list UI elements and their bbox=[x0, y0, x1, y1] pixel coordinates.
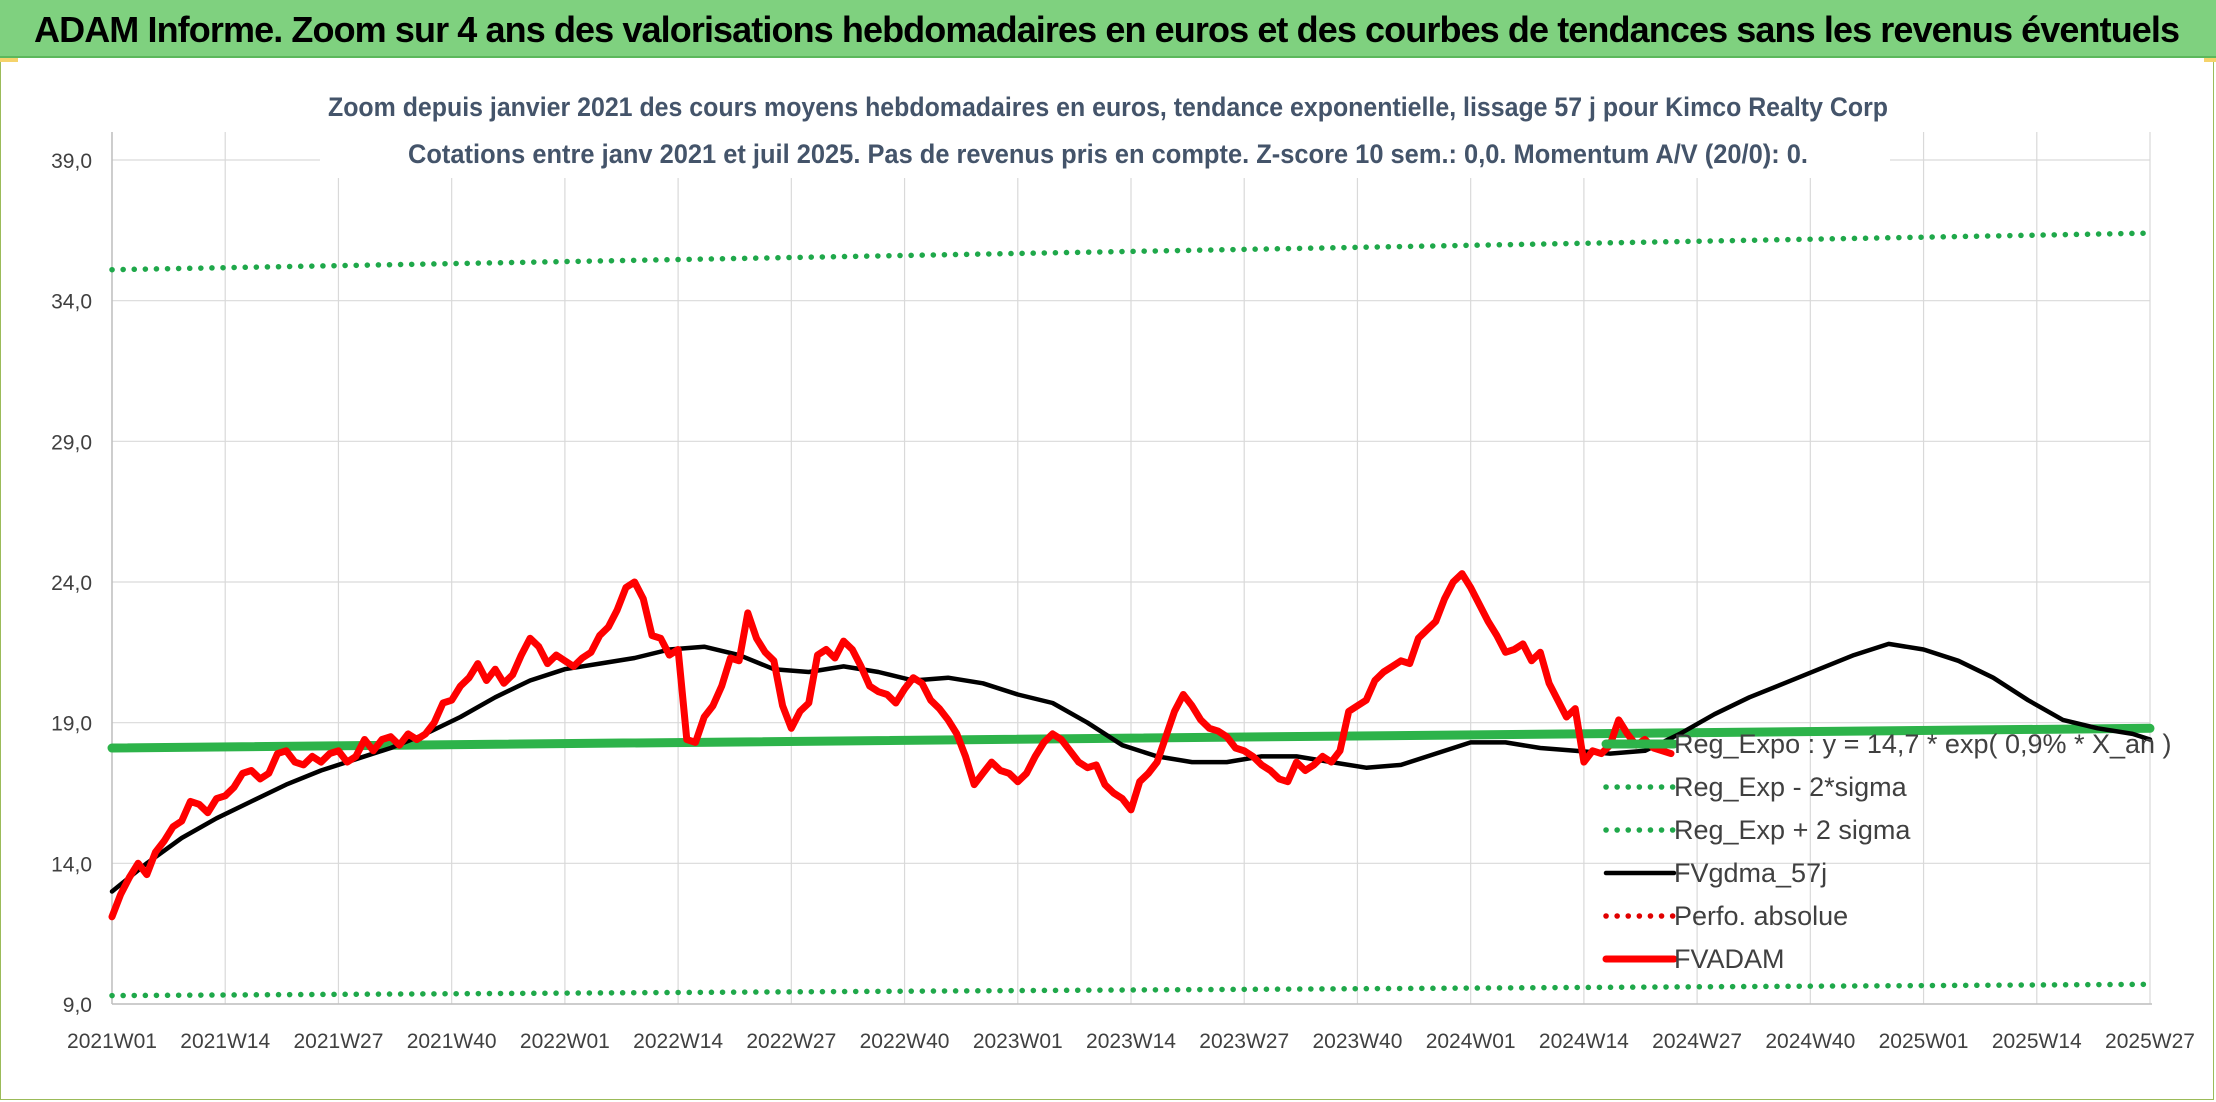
legend-entry-fvadam: FVADAM bbox=[1602, 944, 1785, 974]
x-tick-label: 2021W40 bbox=[407, 1030, 497, 1053]
fvgdma-57j-line bbox=[109, 641, 2153, 894]
banner-accent-right bbox=[2204, 58, 2216, 62]
chart-title-line1: Zoom depuis janvier 2021 des cours moyen… bbox=[328, 92, 1888, 122]
x-tick-label: 2023W40 bbox=[1312, 1030, 1402, 1053]
x-tick-label: 2023W14 bbox=[1086, 1030, 1176, 1053]
x-tick-label: 2023W27 bbox=[1199, 1030, 1289, 1053]
x-tick-label: 2025W14 bbox=[1992, 1030, 2082, 1053]
plot-area bbox=[111, 132, 2152, 1005]
legend: Reg_Expo : y = 14,7 * exp( 0,9% * X_an )… bbox=[1601, 729, 2172, 974]
gridlines bbox=[111, 132, 2151, 1005]
x-tick-label: 2024W01 bbox=[1426, 1030, 1516, 1053]
x-tick-label: 2024W27 bbox=[1652, 1030, 1742, 1053]
x-tick-label: 2021W27 bbox=[293, 1030, 383, 1053]
legend-entry-fvgdma-57j: FVgdma_57j bbox=[1603, 858, 1827, 888]
legend-label: FVgdma_57j bbox=[1674, 858, 1827, 888]
x-tick-label: 2021W14 bbox=[180, 1030, 270, 1053]
legend-entry-perfo-absolue: Perfo. absolue bbox=[1603, 901, 1848, 931]
x-tick-label: 2025W01 bbox=[1879, 1030, 1969, 1053]
legend-label: Perfo. absolue bbox=[1674, 901, 1848, 931]
fvadam-line bbox=[108, 570, 1675, 921]
x-tick-label: 2025W27 bbox=[2105, 1030, 2195, 1053]
y-tick-label: 39,0 bbox=[51, 150, 92, 173]
banner-accent-left bbox=[0, 58, 18, 62]
reg-minus-2sigma-line bbox=[109, 981, 2153, 999]
y-tick-label: 24,0 bbox=[51, 572, 92, 595]
legend-entry-reg-plus-2sigma: Reg_Exp + 2 sigma bbox=[1603, 815, 1911, 845]
y-tick-label: 9,0 bbox=[63, 994, 92, 1017]
x-tick-label: 2024W14 bbox=[1539, 1030, 1629, 1053]
chart-title-line2: Cotations entre janv 2021 et juil 2025. … bbox=[408, 139, 1808, 169]
x-tick-label: 2024W40 bbox=[1765, 1030, 1855, 1053]
legend-entry-reg-expo: Reg_Expo : y = 14,7 * exp( 0,9% * X_an ) bbox=[1601, 729, 2172, 759]
y-tick-label: 19,0 bbox=[51, 713, 92, 736]
x-tick-label: 2022W01 bbox=[520, 1030, 610, 1053]
legend-label: Reg_Exp + 2 sigma bbox=[1674, 815, 1911, 845]
x-tick-labels: 2021W01 2021W14 2021W27 2021W40 2022W01 2022W… bbox=[67, 1030, 2195, 1053]
title-background bbox=[320, 82, 1890, 178]
reg-expo-line bbox=[107, 723, 2155, 753]
x-tick-label: 2022W14 bbox=[633, 1030, 723, 1053]
y-tick-label: 14,0 bbox=[51, 853, 92, 876]
legend-label: FVADAM bbox=[1674, 944, 1785, 974]
series-layer bbox=[107, 230, 2155, 999]
legend-label: Reg_Exp - 2*sigma bbox=[1674, 772, 1908, 802]
report-title: ADAM Informe. Zoom sur 4 ans des valoris… bbox=[34, 9, 2180, 50]
y-tick-label: 29,0 bbox=[51, 431, 92, 454]
legend-label: Reg_Expo : y = 14,7 * exp( 0,9% * X_an ) bbox=[1674, 729, 2172, 759]
legend-entry-reg-minus-2sigma: Reg_Exp - 2*sigma bbox=[1603, 772, 1908, 802]
reg-plus-2sigma-line bbox=[109, 230, 2153, 273]
y-tick-label: 34,0 bbox=[51, 291, 92, 314]
x-tick-label: 2023W01 bbox=[973, 1030, 1063, 1053]
x-tick-label: 2022W40 bbox=[860, 1030, 950, 1053]
y-tick-labels: 9,0 14,0 19,0 24,0 29,0 34,0 39,0 bbox=[51, 150, 92, 1017]
x-tick-label: 2022W27 bbox=[746, 1030, 836, 1053]
report-banner: ADAM Informe. Zoom sur 4 ans des valoris… bbox=[0, 0, 2216, 58]
x-tick-label: 2021W01 bbox=[67, 1030, 157, 1053]
